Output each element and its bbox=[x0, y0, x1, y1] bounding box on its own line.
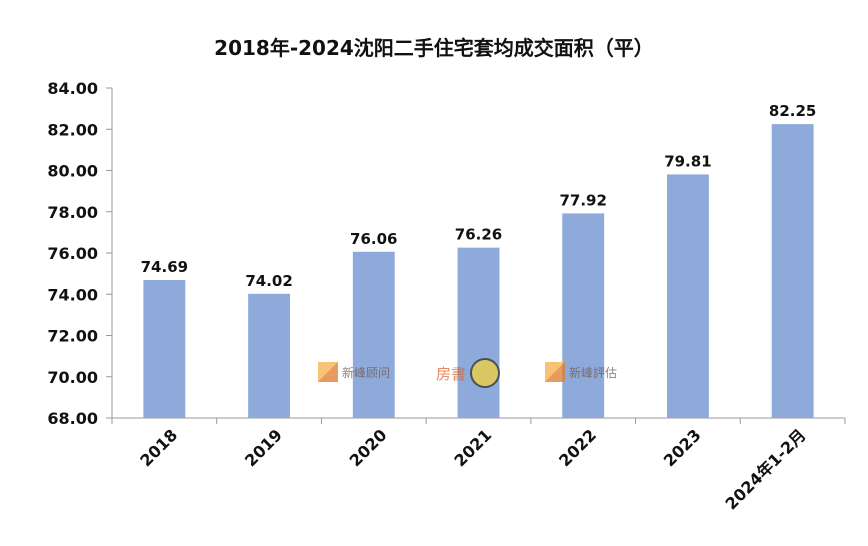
watermark-label: 新峰顾问 bbox=[342, 365, 391, 380]
y-tick-label: 76.00 bbox=[47, 244, 98, 263]
y-tick-label: 74.00 bbox=[47, 285, 98, 304]
x-tick-label: 2019 bbox=[241, 425, 286, 470]
data-label: 76.26 bbox=[455, 226, 502, 244]
x-tick-label: 2021 bbox=[450, 425, 495, 470]
x-tick-label: 2018 bbox=[136, 425, 181, 470]
x-tick-label: 2023 bbox=[660, 425, 705, 470]
watermark-xinfeng-appraisal: 新峰評估 bbox=[545, 362, 617, 382]
x-tick-label: 2022 bbox=[555, 425, 600, 470]
bar-2018 bbox=[143, 280, 186, 418]
y-tick-label: 68.00 bbox=[47, 409, 98, 428]
data-label: 74.02 bbox=[245, 272, 292, 290]
watermark-label: 新峰評估 bbox=[569, 365, 618, 380]
bar-2020 bbox=[352, 251, 395, 418]
bar-2019 bbox=[248, 293, 291, 418]
y-tick-label: 70.00 bbox=[47, 368, 98, 387]
bar-2023 bbox=[666, 174, 709, 418]
watermark-house-book: 房書 bbox=[436, 358, 501, 388]
bar-2022 bbox=[562, 213, 605, 418]
bar-2021 bbox=[457, 247, 500, 418]
chart-title: 2018年-2024沈阳二手住宅套均成交面积（平） bbox=[214, 36, 654, 60]
xinfeng-logo-icon bbox=[318, 362, 338, 382]
watermark-xinfeng-consulting: 新峰顾问 bbox=[318, 362, 390, 382]
data-label: 76.06 bbox=[350, 230, 397, 248]
xinfeng-logo-icon bbox=[545, 362, 565, 382]
x-tick-label: 2020 bbox=[346, 425, 391, 470]
watermark-label: 房書 bbox=[436, 364, 467, 383]
data-label: 74.69 bbox=[141, 258, 188, 276]
data-label: 79.81 bbox=[664, 152, 711, 170]
bee-mascot-icon bbox=[470, 358, 501, 388]
data-label: 82.25 bbox=[769, 102, 816, 120]
x-tick-label: 2024年1-2月 bbox=[721, 425, 809, 513]
y-tick-label: 78.00 bbox=[47, 203, 98, 222]
y-tick-label: 84.00 bbox=[47, 79, 98, 98]
y-tick-label: 72.00 bbox=[47, 327, 98, 346]
bar-2024年1-2月 bbox=[771, 124, 814, 418]
y-tick-label: 82.00 bbox=[47, 120, 98, 139]
y-tick-label: 80.00 bbox=[47, 162, 98, 181]
data-label: 77.92 bbox=[559, 191, 606, 209]
